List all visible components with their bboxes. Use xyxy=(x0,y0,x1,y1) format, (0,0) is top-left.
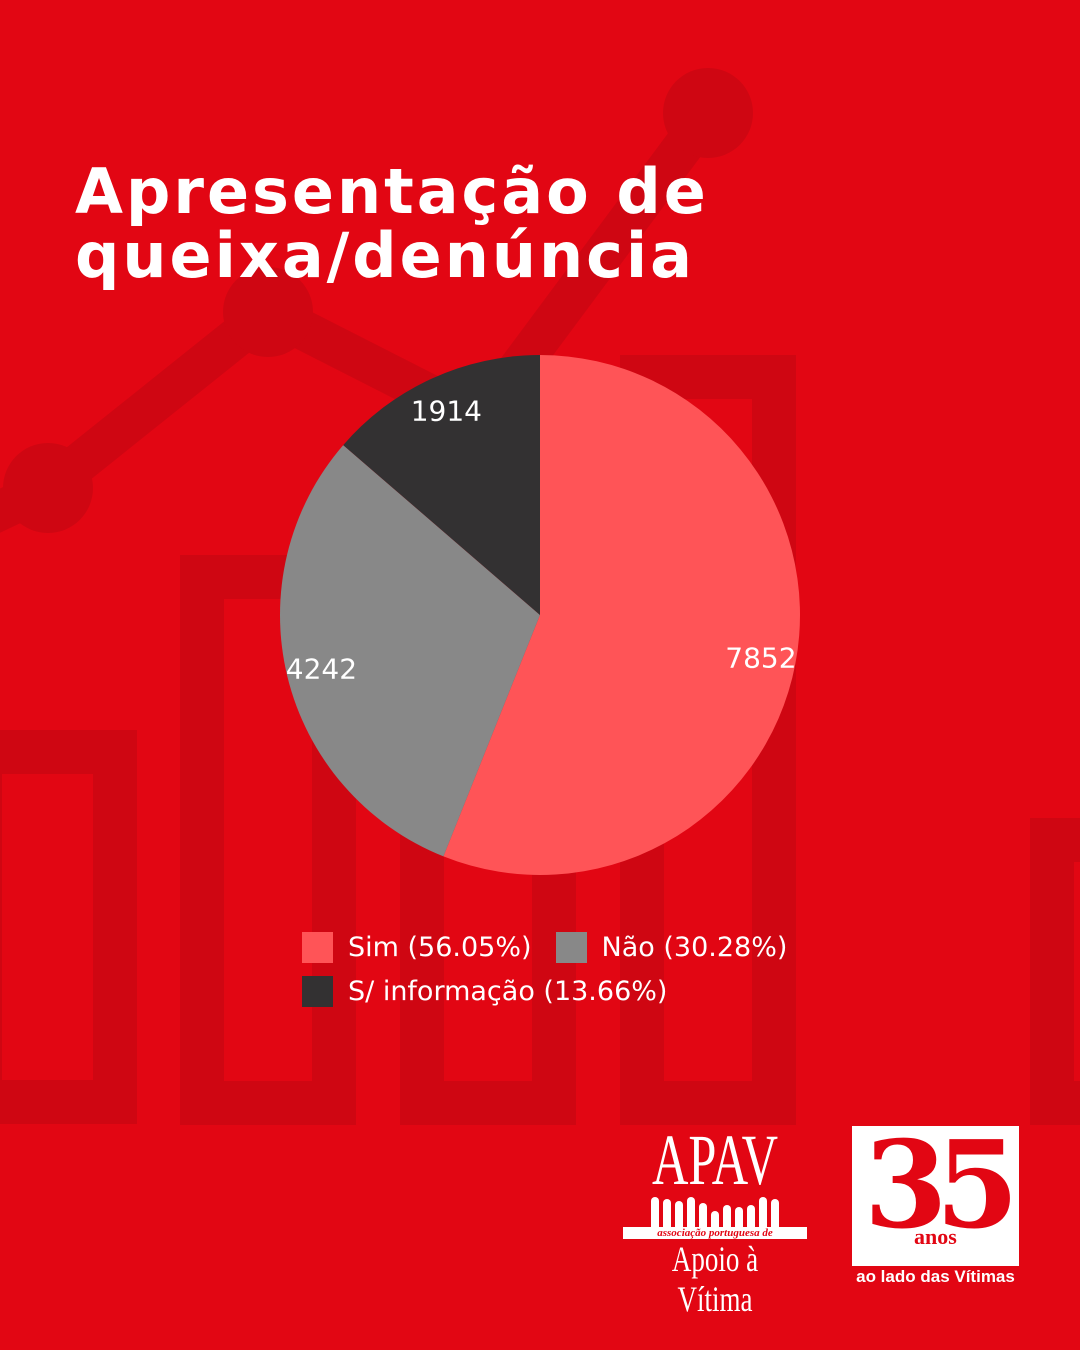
decor-bar xyxy=(180,555,356,1125)
anniversary-number: 35 xyxy=(864,1115,1019,1256)
legend-label: S/ informação (13.66%) xyxy=(348,975,668,1007)
legend: Sim (56.05%) Não (30.28%) S/ informação … xyxy=(302,925,811,1013)
35-anos-logo: 35 anos xyxy=(852,1116,1019,1266)
decor-dot xyxy=(663,68,753,158)
legend-label: Sim (56.05%) xyxy=(348,931,532,963)
legend-item-sem-informacao: S/ informação (13.66%) xyxy=(302,975,668,1007)
decor-bar xyxy=(1030,818,1080,1125)
decor-dot xyxy=(3,443,93,533)
apav-tagline: Apoio à Vítima xyxy=(671,1239,759,1319)
legend-item-sim: Sim (56.05%) xyxy=(302,931,532,963)
chart-title: Apresentação de queixa/denúncia xyxy=(75,160,709,288)
legend-swatch xyxy=(302,931,333,963)
data-label: 4242 xyxy=(286,652,357,685)
apav-subtitle: associação portuguesa de xyxy=(623,1227,807,1239)
people-silhouettes-icon xyxy=(615,1195,815,1227)
legend-swatch xyxy=(555,931,587,963)
title-line: Apresentação de xyxy=(75,155,709,228)
decor-bar xyxy=(0,730,137,1124)
anniversary-tagline: ao lado das Vítimas xyxy=(856,1267,1015,1286)
data-label: 1914 xyxy=(411,394,482,427)
data-label: 7852 xyxy=(725,642,796,675)
apav-logo: APAV associação portuguesa de Apoio à Ví… xyxy=(615,1120,815,1319)
legend-swatch xyxy=(302,975,333,1007)
title-line: queixa/denúncia xyxy=(75,219,695,292)
anniversary-unit: anos xyxy=(914,1224,957,1249)
decor-dot xyxy=(223,267,313,357)
legend-label: Não (30.28%) xyxy=(601,931,788,963)
pie-slice-3 xyxy=(343,355,540,615)
apav-wordmark: APAV xyxy=(651,1120,779,1200)
pie-slice-1 xyxy=(443,355,800,875)
legend-item-nao: Não (30.28%) xyxy=(555,931,788,963)
pie-slice-2 xyxy=(280,445,540,857)
